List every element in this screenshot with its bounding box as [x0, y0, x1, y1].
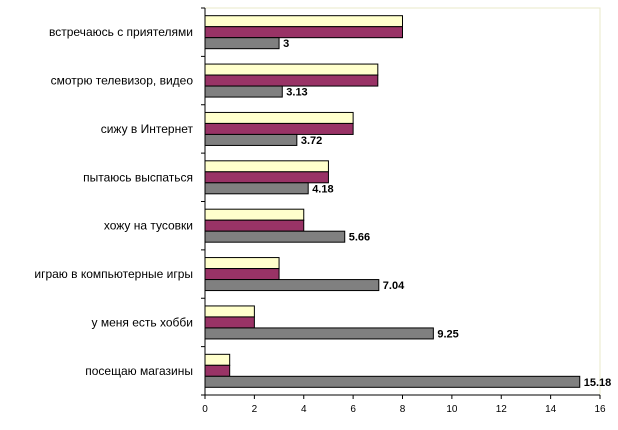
data-label: 9.25 [437, 328, 458, 340]
bar-2-5 [204, 219, 305, 232]
data-label: 4.18 [312, 183, 333, 195]
category-label: у меня есть хобби [92, 315, 193, 329]
bar-2-6 [204, 268, 280, 281]
category-label: играю в компьютерные игры [34, 267, 193, 281]
x-tick-label: 14 [545, 404, 557, 415]
bar-1-8 [204, 353, 231, 366]
bar-1-3 [204, 111, 354, 124]
category-label: хожу на тусовки [104, 219, 193, 233]
bar-1-2 [204, 63, 379, 76]
bar-3-2 [204, 85, 283, 98]
category-label: смотрю телевизор, видео [51, 74, 194, 88]
bar-2-3 [204, 122, 354, 135]
bar-1-5 [204, 208, 305, 221]
category-label: пытаюсь выспаться [83, 170, 193, 184]
data-label: 3.72 [301, 135, 322, 147]
category-label: посещаю магазины [85, 364, 193, 378]
data-label: 3.13 [286, 87, 307, 99]
bar-3-3 [204, 133, 298, 146]
category-label: встречаюсь с приятелями [49, 25, 193, 39]
bar-2-4 [204, 171, 329, 184]
x-tick-label: 12 [496, 404, 508, 415]
data-label: 7.04 [383, 280, 405, 292]
category-label: сижу в Интернет [101, 122, 194, 136]
bar-1-1 [204, 15, 403, 28]
data-label: 5.66 [349, 232, 370, 244]
bar-2-1 [204, 26, 403, 39]
bar-3-8 [204, 375, 581, 388]
x-tick-label: 10 [446, 404, 458, 415]
x-tick-label: 8 [400, 404, 406, 415]
bar-3-6 [204, 279, 380, 292]
bar-1-4 [204, 160, 329, 173]
x-tick-label: 16 [594, 404, 606, 415]
bar-3-7 [204, 327, 434, 340]
data-label: 3 [283, 38, 289, 50]
bar-3-4 [204, 182, 309, 195]
bar-3-1 [204, 37, 280, 50]
bar-1-6 [204, 257, 280, 270]
x-tick-label: 2 [252, 404, 258, 415]
data-label: 15.18 [584, 377, 612, 389]
x-tick-label: 6 [350, 404, 356, 415]
x-tick-label: 4 [301, 404, 307, 415]
bar-2-7 [204, 316, 255, 329]
bar-2-2 [204, 74, 379, 87]
x-tick-label: 0 [202, 404, 208, 415]
bar-3-5 [204, 230, 346, 243]
bar-1-7 [204, 305, 255, 318]
bar-2-8 [204, 364, 231, 377]
